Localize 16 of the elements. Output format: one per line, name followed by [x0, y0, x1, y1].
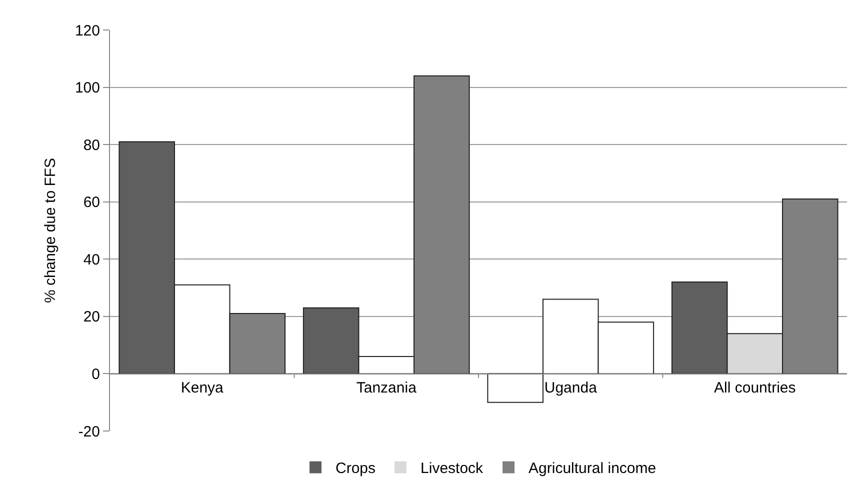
y-tick-label: 80 [83, 136, 100, 154]
x-tick-label: Tanzania [356, 380, 418, 397]
x-tick-label: All countries [714, 380, 796, 397]
y-tick-label: -20 [78, 423, 100, 440]
y-tick-label: 120 [74, 22, 100, 40]
x-tick-label: Uganda [544, 380, 598, 397]
legend-label: Crops [336, 460, 376, 478]
legend-label: Livestock [420, 460, 484, 478]
x-tick-label: Kenya [180, 380, 224, 397]
y-tick-label: 100 [74, 80, 100, 97]
y-axis-title: % change due to FFS [42, 158, 60, 304]
legend-label: Agricultural income [528, 460, 656, 478]
y-tick-label: 0 [92, 366, 100, 383]
y-tick-label: 40 [83, 251, 100, 268]
y-tick-label: 20 [83, 308, 100, 326]
y-tick-label: 60 [83, 194, 100, 212]
